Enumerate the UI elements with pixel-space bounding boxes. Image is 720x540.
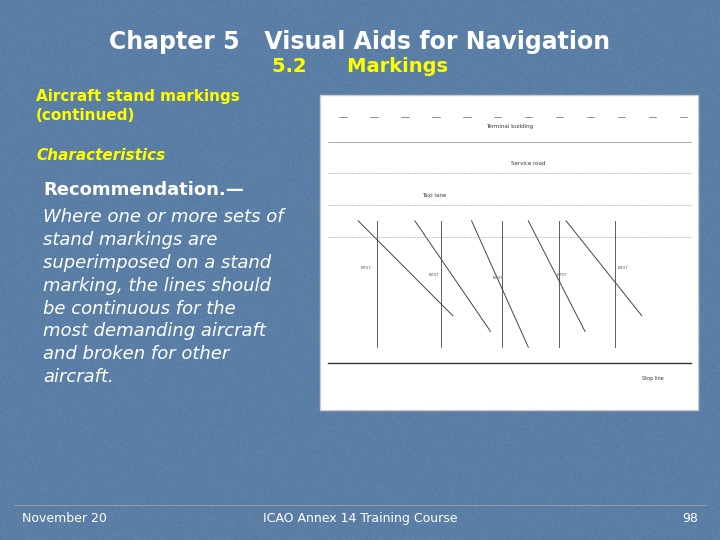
- Text: Terminal building: Terminal building: [486, 124, 533, 129]
- Text: B707: B707: [557, 273, 567, 276]
- Text: Stop line: Stop line: [642, 376, 664, 381]
- Text: B707: B707: [361, 266, 371, 270]
- Text: 5.2      Markings: 5.2 Markings: [272, 57, 448, 76]
- Text: 98: 98: [683, 512, 698, 525]
- Text: Taxi lane: Taxi lane: [422, 193, 446, 198]
- Text: B707: B707: [618, 266, 628, 270]
- Text: B747: B747: [428, 273, 439, 276]
- Text: Recommendation.—: Recommendation.—: [43, 181, 244, 199]
- Text: ICAO Annex 14 Training Course: ICAO Annex 14 Training Course: [263, 512, 457, 525]
- Text: November 20: November 20: [22, 512, 107, 525]
- Text: Chapter 5   Visual Aids for Navigation: Chapter 5 Visual Aids for Navigation: [109, 30, 611, 53]
- Text: Service road: Service road: [511, 161, 546, 166]
- FancyBboxPatch shape: [320, 94, 698, 410]
- Text: Aircraft stand markings
(continued): Aircraft stand markings (continued): [36, 89, 240, 123]
- Text: Characteristics: Characteristics: [36, 148, 166, 164]
- Text: B747: B747: [492, 276, 503, 280]
- Text: Where one or more sets of
stand markings are
superimposed on a stand
marking, th: Where one or more sets of stand markings…: [43, 208, 284, 386]
